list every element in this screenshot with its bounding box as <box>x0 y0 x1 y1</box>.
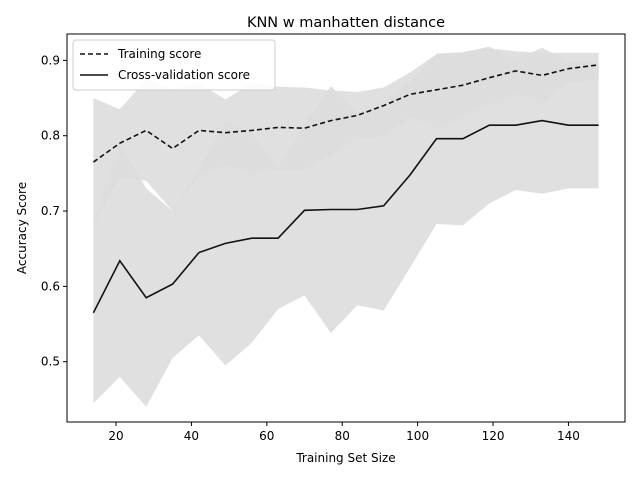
y-axis-ticks: 0.5 0.6 0.7 0.8 0.9 <box>41 53 67 369</box>
line-series-0 <box>92 64 599 163</box>
x-tick-label: 20 <box>108 429 123 443</box>
chart-title: KNN w manhatten distance <box>247 15 445 31</box>
series-lines <box>92 64 599 314</box>
confidence-bands <box>93 46 599 407</box>
x-tick-label: 60 <box>259 429 274 443</box>
band-series-1 <box>93 46 599 407</box>
x-tick-label: 140 <box>557 429 580 443</box>
y-tick-label: 0.5 <box>41 355 60 369</box>
legend-label-cv: Cross-validation score <box>118 68 250 82</box>
legend-box <box>72 39 276 91</box>
y-axis-label: Accuracy Score <box>15 182 29 274</box>
plot-frame <box>66 33 626 423</box>
x-tick-label: 40 <box>184 429 199 443</box>
legend-label-training: Training score <box>117 47 201 61</box>
x-tick-label: 100 <box>406 429 429 443</box>
y-tick-label: 0.9 <box>41 53 60 67</box>
legend: Training score Cross-validation score <box>72 39 276 91</box>
line-series-1 <box>92 119 599 314</box>
y-tick-label: 0.8 <box>41 129 60 143</box>
y-tick-label: 0.7 <box>41 204 60 218</box>
y-tick-label: 0.6 <box>41 279 60 293</box>
x-tick-label: 120 <box>482 429 505 443</box>
x-axis-label: Training Set Size <box>295 451 395 465</box>
x-tick-label: 80 <box>335 429 350 443</box>
x-axis-ticks: 20 40 60 80 100 120 140 <box>108 422 580 443</box>
